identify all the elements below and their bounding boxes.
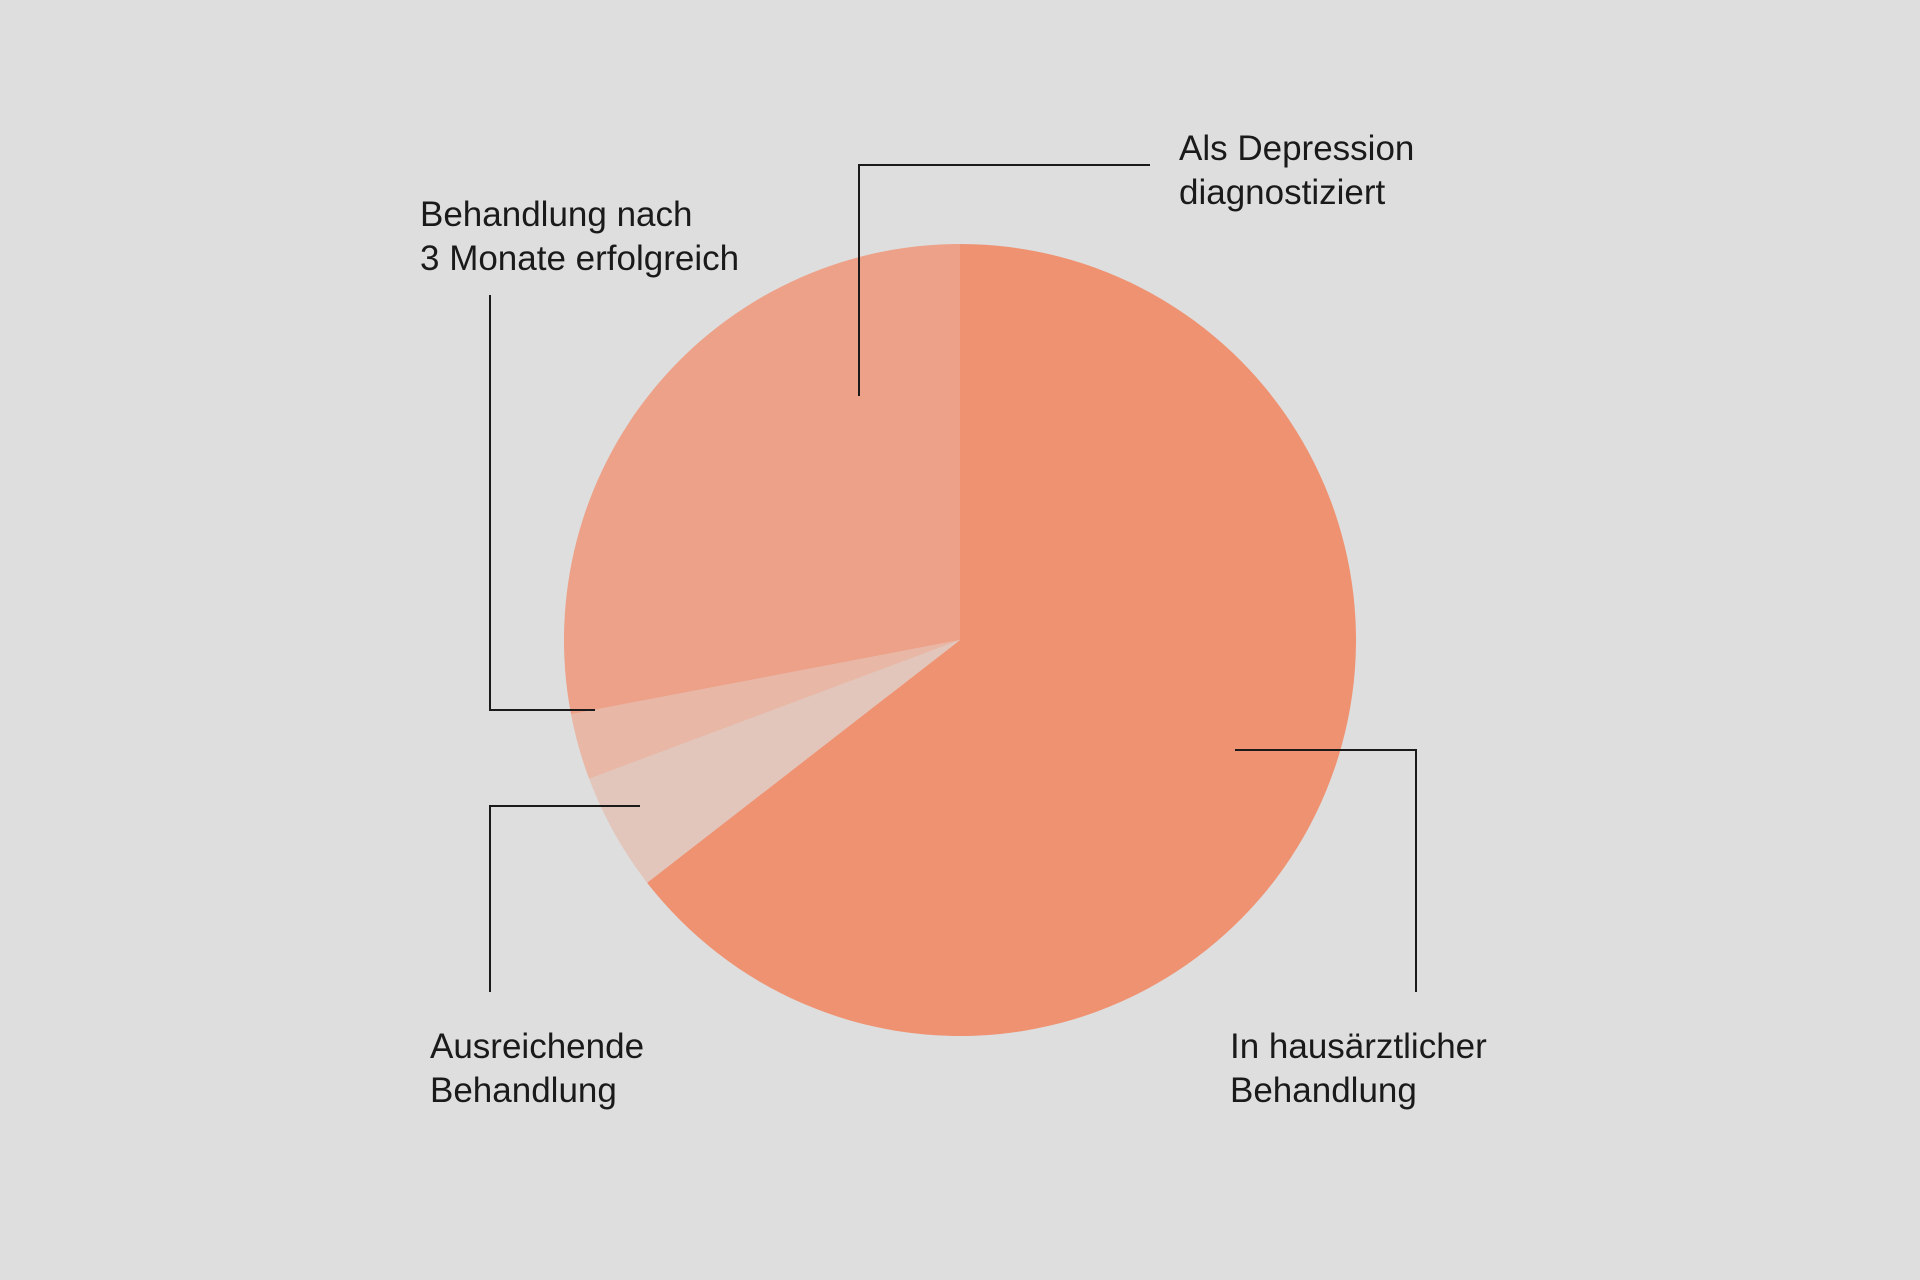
pie-slice-diagnosed [563,244,960,715]
pie-slice-sufficient [589,640,960,883]
slice-label-diagnosed-line-1: Als Depression [1179,129,1415,168]
slice-label-primary-line-1: In hausärztlicher [1230,1027,1487,1066]
leader-line-successful [489,295,595,711]
leader-line-diagnosed [858,164,1150,396]
slice-label-primary-line-2: Behandlung [1230,1071,1417,1110]
slice-label-successful-line-1: Behandlung nach [420,195,693,234]
slice-label-sufficient: Ausreichende Behandlung [430,1025,644,1113]
pie-slice-successful [571,640,960,779]
slice-label-successful: Behandlung nach 3 Monate erfolgreich [420,193,739,281]
leader-line-sufficient [489,805,640,992]
slice-label-sufficient-line-1: Ausreichende [430,1027,645,1066]
slice-label-sufficient-line-2: Behandlung [430,1071,617,1110]
slice-label-diagnosed: Als Depression diagnostiziert [1179,127,1414,215]
pie-slice-primary [647,244,1357,1036]
leader-line-primary [1235,749,1417,992]
slice-label-successful-line-2: 3 Monate erfolgreich [420,239,740,278]
slice-label-diagnosed-line-2: diagnostiziert [1179,173,1386,212]
slice-label-primary: In hausärztlicher Behandlung [1230,1025,1487,1113]
